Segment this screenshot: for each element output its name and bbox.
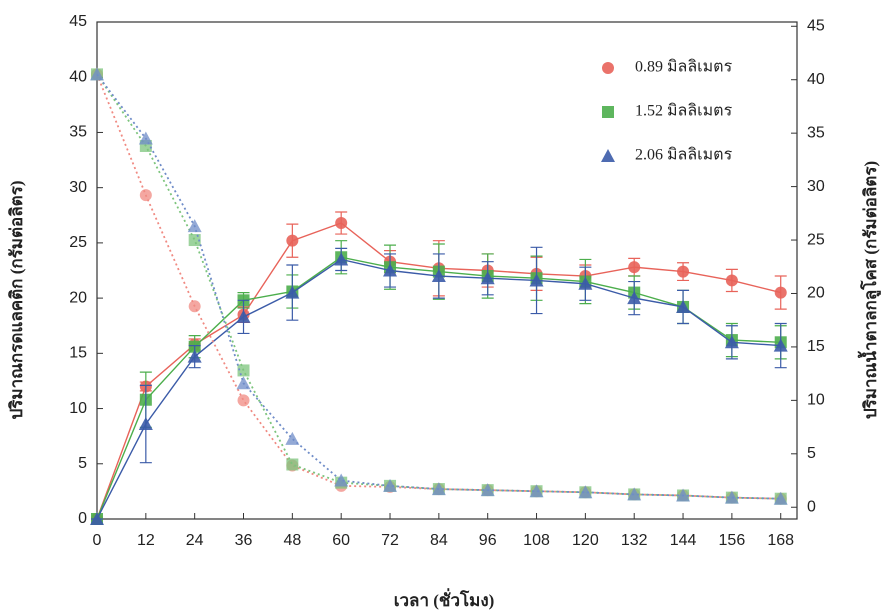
y2-tick-label: 25 <box>807 231 825 248</box>
y2-tick-label: 35 <box>807 124 825 141</box>
y-tick-label: 40 <box>69 68 87 85</box>
y2-tick-label: 30 <box>807 178 825 195</box>
marker <box>677 266 689 278</box>
x-tick-label: 24 <box>186 532 204 549</box>
y2-axis-label: ปริมาณน้ำตาลกลูโคส (กรัมต่อลิตร) <box>857 161 882 419</box>
legend-marker <box>601 149 615 162</box>
plot-frame <box>97 22 797 519</box>
y2-tick-label: 5 <box>807 445 816 462</box>
y2-tick-label: 15 <box>807 338 825 355</box>
y-axis-label: ปริมาณกรดแลคติก (กรัมต่อลิตร) <box>7 180 26 419</box>
legend-label: 1.52 มิลลิเมตร <box>635 103 733 120</box>
marker <box>285 432 299 445</box>
y-tick-label: 10 <box>69 400 87 417</box>
marker <box>140 189 152 201</box>
y-tick-label: 35 <box>69 124 87 141</box>
x-axis-label: เวลา (ชั่วโมง) <box>394 588 495 610</box>
y-tick-label: 0 <box>78 510 87 527</box>
marker <box>628 261 640 273</box>
marker <box>286 458 298 470</box>
x-tick-label: 72 <box>381 532 399 549</box>
marker <box>139 417 153 430</box>
marker <box>238 394 250 406</box>
x-tick-label: 96 <box>479 532 497 549</box>
x-tick-label: 132 <box>621 532 648 549</box>
marker <box>286 235 298 247</box>
x-tick-label: 0 <box>93 532 102 549</box>
y-tick-label: 45 <box>69 13 87 30</box>
x-tick-label: 84 <box>430 532 448 549</box>
y-tick-label: 20 <box>69 289 87 306</box>
y-tick-label: 5 <box>78 455 87 472</box>
x-tick-label: 120 <box>572 532 599 549</box>
chart: เวลา (ชั่วโมง) ปริมาณกรดแลคติก (กรัมต่อล… <box>0 0 888 615</box>
legend-label: 2.06 มิลลิเมตร <box>635 147 733 164</box>
x-tick-label: 12 <box>137 532 155 549</box>
marker <box>775 287 787 299</box>
y2-tick-label: 45 <box>807 17 825 34</box>
marker <box>726 274 738 286</box>
y2-tick-label: 0 <box>807 498 816 515</box>
legend-label: 0.89 มิลลิเมตร <box>635 59 733 76</box>
marker <box>188 219 202 232</box>
x-tick-label: 156 <box>719 532 746 549</box>
page: เวลา (ชั่วโมง) ปริมาณกรดแลคติก (กรัมต่อล… <box>0 0 888 615</box>
marker <box>189 300 201 312</box>
legend-marker <box>602 62 614 74</box>
x-tick-label: 144 <box>670 532 697 549</box>
legend-marker <box>602 106 614 118</box>
y2-tick-label: 20 <box>807 285 825 302</box>
y-tick-label: 25 <box>69 234 87 251</box>
marker <box>139 132 153 145</box>
y2-tick-label: 40 <box>807 71 825 88</box>
marker <box>335 217 347 229</box>
x-tick-label: 108 <box>523 532 550 549</box>
x-tick-label: 168 <box>767 532 794 549</box>
y-tick-label: 30 <box>69 179 87 196</box>
x-tick-label: 60 <box>332 532 350 549</box>
x-tick-label: 48 <box>283 532 301 549</box>
y-tick-label: 15 <box>69 345 87 362</box>
x-tick-label: 36 <box>235 532 253 549</box>
y2-tick-label: 10 <box>807 392 825 409</box>
